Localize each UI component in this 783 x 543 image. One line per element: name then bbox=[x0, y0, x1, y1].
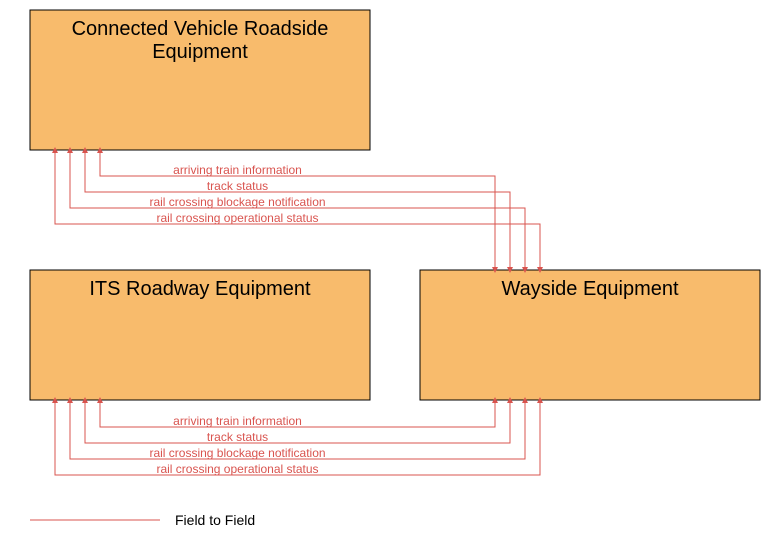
legend-label: Field to Field bbox=[175, 512, 255, 528]
node-its-label: ITS Roadway Equipment bbox=[89, 278, 311, 300]
flow-bottom-label-2: rail crossing blockage notification bbox=[149, 446, 325, 460]
flow-top-label-1: track status bbox=[207, 179, 268, 193]
flows-top-group: arriving train information track status ra… bbox=[55, 150, 540, 270]
node-cvre: Connected Vehicle Roadside Equipment bbox=[30, 10, 370, 150]
flows-bottom-group: arriving train information track status ra… bbox=[55, 400, 540, 476]
flow-bottom-label-1: track status bbox=[207, 430, 268, 444]
legend: Field to Field bbox=[30, 512, 255, 528]
flow-bottom-label-3: rail crossing operational status bbox=[156, 462, 318, 476]
flow-top-label-3: rail crossing operational status bbox=[156, 211, 318, 225]
node-wayside-label: Wayside Equipment bbox=[501, 278, 679, 300]
flow-top-label-2: rail crossing blockage notification bbox=[149, 195, 325, 209]
node-wayside: Wayside Equipment bbox=[420, 270, 760, 400]
flow-top-label-0: arriving train information bbox=[173, 163, 302, 177]
node-cvre-label-2: Equipment bbox=[152, 41, 248, 63]
node-cvre-label-1: Connected Vehicle Roadside bbox=[72, 18, 329, 40]
node-its: ITS Roadway Equipment bbox=[30, 270, 370, 400]
context-diagram: Connected Vehicle Roadside Equipment ITS… bbox=[0, 0, 783, 543]
flow-bottom-label-0: arriving train information bbox=[173, 414, 302, 428]
